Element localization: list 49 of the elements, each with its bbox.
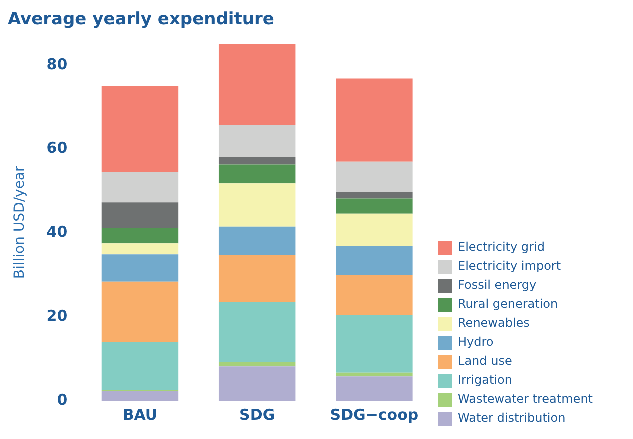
bar: [336, 162, 413, 192]
legend-label: Water distribution: [458, 411, 566, 426]
bar: [336, 315, 413, 373]
bar: [218, 157, 296, 165]
bar: [102, 342, 179, 390]
chart-title: Average yearly expenditure: [8, 10, 274, 30]
bar: [102, 172, 179, 203]
bar: [218, 44, 296, 125]
bar: [218, 226, 296, 256]
legend-label: Electricity import: [458, 259, 562, 274]
bar: [102, 244, 179, 255]
bar: [102, 202, 179, 228]
legend-label: Fossil energy: [458, 278, 537, 292]
bar: [336, 198, 413, 214]
bar: [218, 366, 296, 401]
bar: [218, 164, 296, 184]
x-tick-label: SDG: [240, 406, 276, 424]
bar: [218, 124, 296, 158]
legend-label: Renewables: [458, 316, 530, 330]
bar: [218, 362, 296, 367]
bar: [336, 246, 413, 276]
legend-label: Rural generation: [458, 297, 558, 312]
y-tick-label: 20: [46, 306, 68, 325]
x-tick-label: BAU: [122, 406, 158, 424]
bar: [102, 254, 179, 282]
y-tick-label: 80: [46, 55, 68, 74]
legend-label: Land use: [458, 354, 512, 368]
bar: [336, 275, 413, 316]
bar: [218, 255, 296, 302]
y-tick-label: 60: [46, 139, 68, 158]
bar: [336, 372, 413, 377]
bar: [102, 228, 179, 244]
legend-label: Hydro: [458, 335, 494, 350]
bar: [336, 214, 413, 246]
legend-label: Wastewater treatment: [458, 392, 594, 406]
y-tick-label: 40: [46, 223, 68, 242]
bar: [336, 192, 413, 199]
legend-label: Electricity grid: [458, 240, 545, 254]
bar: [336, 376, 413, 401]
bar: [218, 184, 296, 227]
bar: [336, 78, 413, 162]
bar: [102, 86, 179, 172]
y-tick-label: 0: [57, 390, 68, 409]
x-tick-label: SDG−coop: [330, 406, 419, 424]
bar: [102, 391, 179, 401]
y-axis-title: Billion USD/year: [12, 166, 28, 280]
bar: [218, 302, 296, 362]
bar: [102, 282, 179, 342]
legend-label: Irrigation: [458, 373, 513, 388]
